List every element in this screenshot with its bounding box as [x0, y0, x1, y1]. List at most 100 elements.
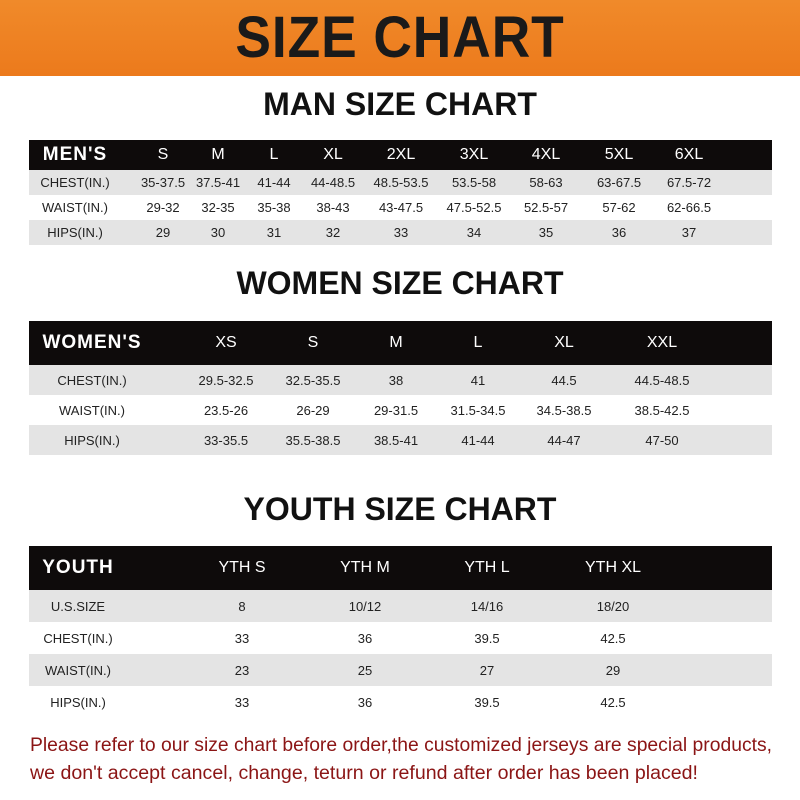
table-cell: 29	[155, 225, 171, 240]
table-cell: 29-31.5	[373, 402, 419, 418]
table-row: WAIST(IN.) 23.5-26 26-29 29-31.5 31.5-34.5 34…	[29, 395, 772, 425]
table-cell: 47.5-52.5	[446, 200, 502, 215]
table-row: HIPS(IN.) 33-35.5 35.5-38.5 38.5-41 41-44 44-…	[29, 425, 772, 455]
table-cell: 18/20	[596, 598, 630, 614]
table-cell: 35-37.5	[140, 175, 186, 190]
table-header-row: MEN'S S M L XL 2XL 3XL 4XL 5XL 6XL	[29, 140, 772, 170]
table-cell: 63-67.5	[596, 175, 642, 190]
measurement-label: CHEST(IN.)	[43, 630, 113, 646]
table-cell: 10/12	[348, 598, 382, 614]
size-header-cell: M	[389, 334, 403, 351]
footer-line-1: Please refer to our size chart before or…	[30, 735, 772, 756]
table-title-cell: YOUTH	[42, 557, 114, 578]
table-cell: 32-35	[201, 200, 235, 215]
size-header-cell: XXL	[646, 334, 678, 351]
size-header-cell: XL	[554, 334, 574, 351]
table-cell: 33-35.5	[203, 432, 249, 448]
table-cell: 44-47	[547, 432, 581, 448]
size-header-cell: YTH S	[218, 559, 266, 576]
table-row: HIPS(IN.) 29 30 31 32 33 34 35 36 37	[29, 220, 772, 245]
table-cell: 41	[470, 372, 486, 388]
size-header-cell: YTH M	[340, 559, 390, 576]
size-header-cell: S	[307, 334, 319, 351]
youth-section-title: YOUTH SIZE CHART	[243, 491, 557, 527]
measurement-label: HIPS(IN.)	[50, 694, 106, 710]
youth-size-table: YOUTH YTH S YTH M YTH L YTH XL U.S.SIZE 8 10/12…	[29, 546, 772, 718]
table-cell: 58-63	[529, 175, 563, 190]
women-section-title: WOMEN SIZE CHART	[236, 265, 564, 301]
table-cell: 31	[266, 225, 282, 240]
table-row: HIPS(IN.) 33 36 39.5 42.5	[29, 686, 772, 718]
size-header-cell: YTH XL	[584, 559, 642, 576]
table-cell: 35.5-38.5	[285, 432, 341, 448]
table-cell: 42.5	[600, 630, 626, 646]
table-cell: 35	[538, 225, 554, 240]
table-row: WAIST(IN.) 23 25 27 29	[29, 654, 772, 686]
table-cell: 38.5-41	[373, 432, 419, 448]
table-cell: 42.5	[600, 694, 626, 710]
table-cell: 38.5-42.5	[634, 402, 690, 418]
table-cell: 57-62	[602, 200, 636, 215]
table-cell: 37	[681, 225, 697, 240]
table-cell: 44.5	[551, 372, 577, 388]
table-cell: 36	[611, 225, 627, 240]
table-cell: 23	[234, 662, 250, 678]
measurement-label: CHEST(IN.)	[40, 175, 110, 190]
table-row: CHEST(IN.) 35-37.5 37.5-41 41-44 44-48.5 48.5…	[29, 170, 772, 195]
table-cell: 23.5-26	[203, 402, 249, 418]
table-cell: 29	[605, 662, 621, 678]
table-cell: 25	[357, 662, 373, 678]
size-header-cell: M	[211, 146, 225, 163]
measurement-label: U.S.SIZE	[50, 598, 106, 614]
footer-line-2: we don't accept cancel, change, teturn o…	[30, 763, 698, 784]
table-cell: 8	[238, 598, 246, 614]
table-cell: 47-50	[645, 432, 679, 448]
table-cell: 35-38	[257, 200, 291, 215]
table-cell: 27	[479, 662, 495, 678]
table-cell: 32	[325, 225, 341, 240]
size-header-cell: S	[157, 146, 169, 163]
banner: SIZE CHART	[0, 0, 800, 76]
size-header-cell: 2XL	[386, 146, 416, 163]
measurement-label: HIPS(IN.)	[64, 432, 120, 448]
table-title-cell: WOMEN'S	[42, 332, 142, 353]
table-cell: 30	[210, 225, 226, 240]
table-cell: 33	[393, 225, 409, 240]
men-section-title: MAN SIZE CHART	[263, 86, 537, 122]
table-cell: 36	[357, 630, 373, 646]
table-cell: 39.5	[474, 694, 500, 710]
table-cell: 39.5	[474, 630, 500, 646]
men-size-table: MEN'S S M L XL 2XL 3XL 4XL 5XL 6XL CHEST(IN.) 35-37…	[29, 140, 772, 245]
table-row: WAIST(IN.) 29-32 32-35 35-38 38-43 43-47.5 47.…	[29, 195, 772, 220]
table-cell: 14/16	[470, 598, 504, 614]
table-cell: 33	[234, 630, 250, 646]
measurement-label: WAIST(IN.)	[42, 200, 108, 215]
table-cell: 52.5-57	[523, 200, 569, 215]
table-cell: 37.5-41	[195, 175, 241, 190]
table-cell: 29-32	[146, 200, 180, 215]
size-header-cell: 3XL	[459, 146, 489, 163]
size-header-cell: YTH L	[464, 559, 510, 576]
table-row: CHEST(IN.) 33 36 39.5 42.5	[29, 622, 772, 654]
size-header-cell: L	[269, 146, 279, 163]
table-title-cell: MEN'S	[42, 144, 108, 165]
table-cell: 29.5-32.5	[198, 372, 254, 388]
table-header-row: YOUTH YTH S YTH M YTH L YTH XL	[29, 546, 772, 590]
table-cell: 31.5-34.5	[450, 402, 506, 418]
measurement-label: HIPS(IN.)	[47, 225, 103, 240]
measurement-label: WAIST(IN.)	[59, 402, 125, 418]
table-cell: 48.5-53.5	[373, 175, 429, 190]
measurement-label: WAIST(IN.)	[45, 662, 111, 678]
measurement-label: CHEST(IN.)	[57, 372, 127, 388]
table-cell: 41-44	[257, 175, 291, 190]
table-header-row: WOMEN'S XS S M L XL XXL	[29, 321, 772, 365]
size-header-cell: 5XL	[604, 146, 634, 163]
women-size-table: WOMEN'S XS S M L XL XXL CHEST(IN.) 29.5-32.5 32.5…	[29, 321, 772, 455]
table-cell: 26-29	[296, 402, 330, 418]
table-cell: 43-47.5	[378, 200, 424, 215]
table-cell: 32.5-35.5	[285, 372, 341, 388]
table-row: U.S.SIZE 8 10/12 14/16 18/20	[29, 590, 772, 622]
table-cell: 67.5-72	[666, 175, 712, 190]
table-cell: 38	[388, 372, 404, 388]
size-header-cell: 6XL	[674, 146, 704, 163]
